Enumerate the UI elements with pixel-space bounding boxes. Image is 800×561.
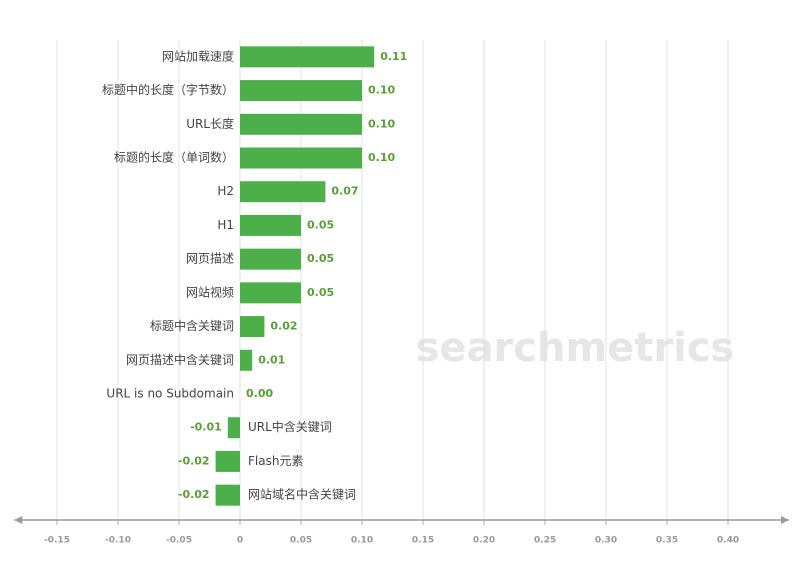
value-label: -0.02 [178, 454, 210, 467]
value-label: 0.10 [368, 84, 395, 97]
bar [240, 46, 375, 68]
x-tick-label: 0.35 [656, 536, 678, 546]
value-label: 0.01 [258, 353, 285, 366]
bar [240, 181, 326, 203]
bar [240, 147, 362, 169]
x-tick-label: 0.40 [717, 536, 739, 546]
category-label: 标题的长度（单词数） [114, 150, 234, 165]
value-label: -0.02 [178, 488, 210, 501]
category-label: 网站域名中含关键词 [248, 487, 356, 502]
category-label: URL长度 [186, 116, 234, 131]
value-label: -0.01 [190, 421, 222, 434]
x-tick-label: 0.30 [595, 536, 617, 546]
value-label: 0.00 [246, 387, 273, 400]
value-label: 0.05 [307, 286, 334, 299]
bar [215, 450, 240, 472]
x-tick-label: -0.15 [44, 536, 70, 546]
category-label: H2 [217, 184, 234, 198]
x-tick-label: -0.10 [105, 536, 131, 546]
bar [240, 282, 301, 304]
bar [215, 484, 240, 506]
x-tick-label: -0.05 [166, 536, 192, 546]
value-label: 0.05 [307, 252, 334, 265]
x-tick-label: 0.15 [412, 536, 434, 546]
x-tick-label: 0.10 [351, 536, 373, 546]
category-label: 网站加载速度 [162, 48, 234, 63]
x-tick-label: 0 [237, 536, 243, 546]
value-label: 0.02 [270, 320, 297, 333]
x-tick-label: 0.25 [534, 536, 556, 546]
category-label: Flash元素 [248, 454, 303, 468]
x-tick-label: 0.20 [473, 536, 495, 546]
category-label: URL is no Subdomain [106, 387, 234, 401]
value-label: 0.11 [380, 50, 407, 63]
category-label: URL中含关键词 [248, 419, 332, 434]
bar [240, 214, 301, 236]
bar [240, 113, 362, 135]
category-label: H1 [217, 218, 234, 232]
bar [240, 316, 265, 338]
value-label: 0.10 [368, 117, 395, 130]
value-label: 0.10 [368, 151, 395, 164]
bar [240, 80, 362, 102]
value-label: 0.07 [331, 185, 358, 198]
bar [240, 248, 301, 270]
category-label: 网页描述 [186, 252, 234, 266]
category-label: 网站视频 [186, 284, 234, 299]
category-label: 标题中含关键词 [150, 318, 234, 333]
bar [227, 417, 240, 439]
category-label: 网页描述中含关键词 [126, 352, 234, 367]
value-label: 0.05 [307, 218, 334, 231]
bar [240, 349, 253, 371]
watermark: searchmetrics [416, 325, 735, 371]
category-label: 标题中的长度（字节数） [102, 82, 234, 97]
x-tick-label: 0.05 [290, 536, 312, 546]
